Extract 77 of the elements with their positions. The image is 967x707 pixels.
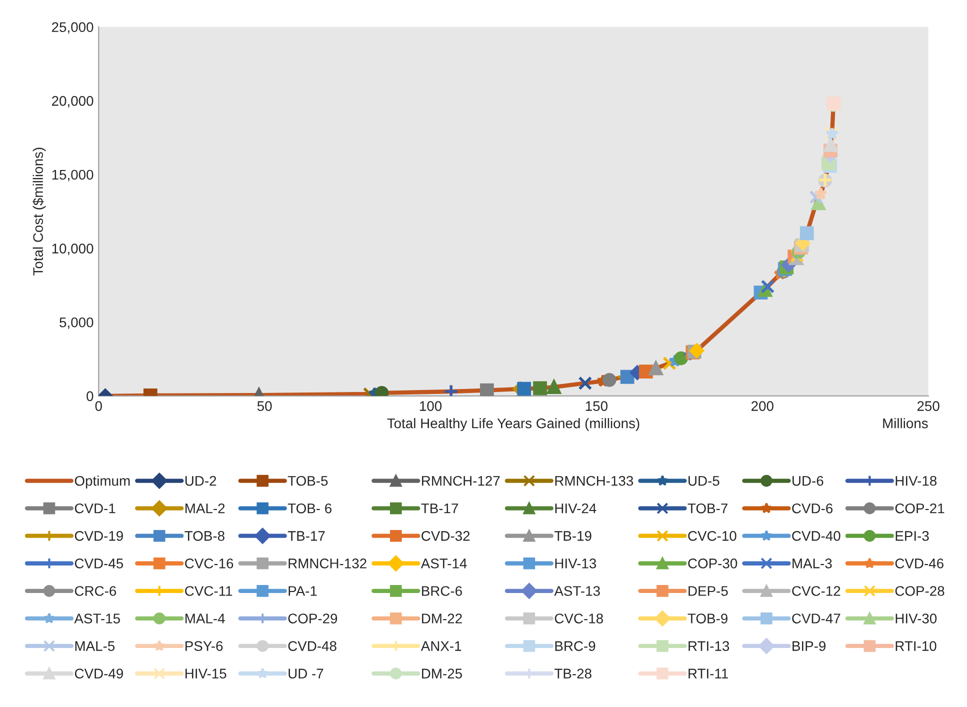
legend-label: HIV-30 bbox=[896, 614, 937, 624]
legend-label: AST-13 bbox=[554, 586, 600, 596]
legend-label: COP-30 bbox=[688, 558, 738, 568]
legend-label: UD -7 bbox=[288, 668, 324, 678]
legend-label: RMNCH-127 bbox=[422, 476, 500, 486]
legend-label: CVC-11 bbox=[185, 586, 232, 596]
legend-label: CVD-47 bbox=[792, 614, 840, 624]
legend-label: AST-15 bbox=[74, 614, 120, 624]
x-tick-label: 100 bbox=[420, 401, 442, 411]
x-axis-title: Total Healthy Life Years Gained (millions) bbox=[387, 418, 640, 432]
legend-label: PSY-6 bbox=[186, 641, 223, 651]
legend-label: TOB-8 bbox=[184, 531, 224, 541]
legend-label: TOB-9 bbox=[688, 614, 728, 624]
legend-label: CVC-12 bbox=[792, 586, 840, 596]
legend-label: CVD-48 bbox=[288, 641, 336, 651]
legend-label: RTI-11 bbox=[688, 668, 728, 678]
legend-label: BRC-6 bbox=[422, 586, 462, 596]
legend-label: CVD-45 bbox=[74, 558, 124, 568]
legend-label: TB-17 bbox=[288, 531, 325, 541]
legend-label: PA-1 bbox=[288, 586, 317, 596]
legend-label: CRC-6 bbox=[74, 586, 116, 596]
legend-label: RMNCH-133 bbox=[555, 476, 634, 486]
legend-label: TOB-5 bbox=[288, 476, 328, 486]
y-tick-label: 0 bbox=[86, 391, 94, 402]
legend-label: DM-22 bbox=[422, 614, 462, 624]
legend-label: MAL-5 bbox=[75, 641, 115, 651]
x-tick-label: 50 bbox=[257, 401, 272, 411]
legend-label: RTI-13 bbox=[688, 641, 730, 651]
legend-label: MAL-4 bbox=[186, 614, 225, 624]
legend-label: CVD-40 bbox=[792, 531, 840, 541]
text: Millions bbox=[883, 418, 928, 428]
legend-label: HIV-24 bbox=[555, 503, 596, 514]
legend-label: CVC-10 bbox=[688, 531, 736, 541]
x-tick-label: 150 bbox=[586, 401, 608, 411]
y-tick-label: 25,000 bbox=[52, 22, 94, 34]
legend-label: EPI-3 bbox=[896, 531, 929, 541]
legend-label: CVC-18 bbox=[554, 614, 603, 624]
x-tick-label: 250 bbox=[917, 401, 940, 411]
legend-label: TB-19 bbox=[554, 531, 592, 541]
legend-label: DM-25 bbox=[422, 668, 462, 678]
legend-label: RMNCH-132 bbox=[288, 558, 366, 568]
legend-label: Optimum bbox=[74, 476, 130, 489]
legend-label: CVC-16 bbox=[185, 558, 234, 568]
x-tick-label: 0 bbox=[95, 401, 102, 411]
legend-label: TB-17 bbox=[421, 504, 458, 514]
legend-label: COP-29 bbox=[288, 614, 338, 624]
y-tick-label: 15,000 bbox=[52, 170, 94, 182]
legend-label: HIV-15 bbox=[186, 668, 226, 678]
legend-label: MAL-2 bbox=[186, 503, 225, 514]
legend-label: TOB- 6 bbox=[288, 503, 332, 514]
x-tick-label: 200 bbox=[751, 401, 774, 411]
legend-label: CVD-49 bbox=[74, 668, 123, 678]
y-axis-title: Total Cost ($millions) bbox=[32, 148, 46, 276]
y-tick-label: 20,000 bbox=[52, 96, 94, 108]
legend-label: DEP-5 bbox=[688, 586, 728, 596]
legend-label: TB-28 bbox=[554, 668, 592, 678]
legend-label: UD-6 bbox=[792, 476, 824, 486]
y-tick-label: 5,000 bbox=[60, 317, 94, 329]
legend-label: MAL-3 bbox=[792, 558, 832, 568]
legend-label: COP-28 bbox=[895, 586, 944, 596]
legend-label: BRC-9 bbox=[555, 641, 596, 651]
legend-label: ANX-1 bbox=[420, 641, 462, 651]
legend-label: CVD-6 bbox=[792, 503, 833, 514]
legend-label: AST-14 bbox=[420, 558, 467, 568]
legend-label: CVD-19 bbox=[74, 531, 123, 541]
legend-label: RTI-10 bbox=[896, 641, 936, 651]
legend-label: CVD-1 bbox=[74, 503, 116, 514]
legend-label: HIV-13 bbox=[555, 558, 596, 568]
legend-label: CVD-46 bbox=[895, 558, 944, 568]
legend-label: COP-21 bbox=[895, 503, 944, 514]
legend-label: TOB-7 bbox=[688, 503, 728, 514]
legend-label: CVD-32 bbox=[422, 531, 470, 541]
legend-label: UD-2 bbox=[185, 476, 216, 486]
legend-label: HIV-18 bbox=[896, 476, 937, 486]
legend-label: UD-5 bbox=[688, 476, 720, 486]
y-tick-label: 10,000 bbox=[52, 244, 94, 256]
legend-label: BIP-9 bbox=[792, 641, 826, 651]
